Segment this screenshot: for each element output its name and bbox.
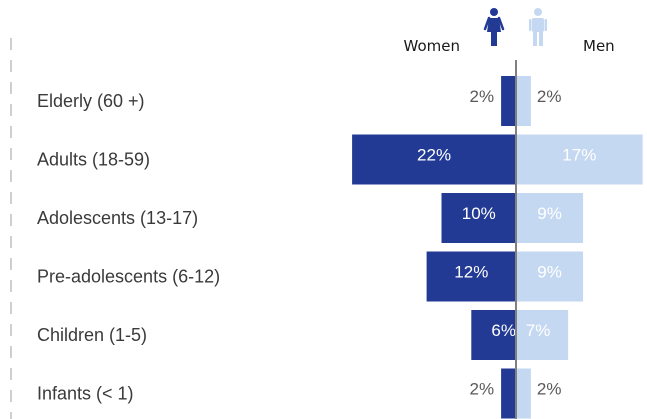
legend-men-label: Men (583, 37, 615, 55)
chart-rows: Elderly (60 +) 2% 2% Adults (18-59) 22% 17% Ad… (37, 76, 643, 419)
category-label: Adults (18-59) (37, 150, 150, 170)
bar-women (352, 134, 516, 185)
woman-icon (483, 8, 505, 46)
bar-women (441, 193, 516, 243)
bar-women (426, 251, 516, 302)
bar-women (471, 310, 516, 360)
value-label-women: 2% (470, 87, 495, 106)
category-label: Children (1-5) (37, 325, 147, 345)
value-label-women: 6% (491, 321, 516, 340)
legend: Women Men (404, 8, 615, 55)
value-label-women: 12% (454, 263, 488, 282)
bar-women (501, 368, 516, 419)
category-label: Elderly (60 +) (37, 91, 145, 111)
bar-men (516, 76, 531, 126)
bar-men (516, 251, 584, 302)
value-label-men: 17% (562, 146, 596, 165)
value-label-men: 2% (537, 380, 562, 399)
value-label-men: 7% (526, 321, 551, 340)
man-icon (529, 8, 547, 46)
bar-men (516, 193, 584, 243)
category-label: Infants (< 1) (37, 384, 134, 404)
value-label-men: 9% (537, 204, 562, 223)
value-label-men: 9% (537, 263, 562, 282)
legend-women-label: Women (404, 37, 460, 55)
value-label-women: 10% (462, 204, 496, 223)
category-label: Pre-adolescents (6-12) (37, 267, 220, 287)
bar-men (516, 310, 569, 360)
value-label-men: 2% (537, 87, 562, 106)
category-label: Adolescents (13-17) (37, 208, 198, 228)
value-label-women: 2% (470, 380, 495, 399)
bar-women (501, 76, 516, 126)
bar-men (516, 368, 531, 419)
value-label-women: 22% (417, 146, 451, 165)
bar-men (516, 134, 643, 185)
